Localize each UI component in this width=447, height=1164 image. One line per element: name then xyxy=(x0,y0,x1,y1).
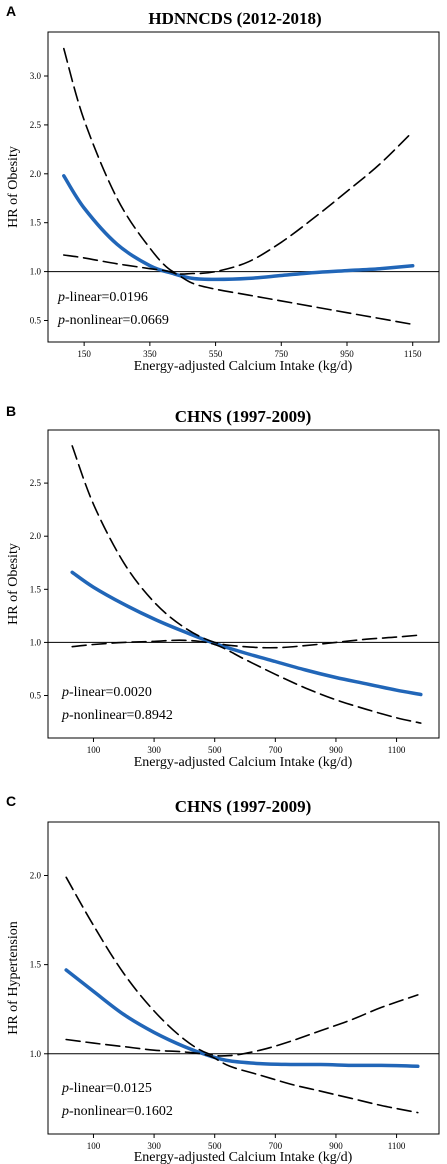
panel-letter: C xyxy=(6,793,16,809)
plot-frame xyxy=(47,31,440,343)
x-tick-label: 100 xyxy=(87,1141,101,1151)
y-tick-label: 2.0 xyxy=(30,870,42,880)
panel-letter: A xyxy=(6,3,16,19)
estimate-line xyxy=(62,174,415,282)
x-tick-label: 300 xyxy=(147,745,161,755)
p-nonlinear-value: -nonlinear=0.8942 xyxy=(69,708,173,723)
x-tick-label: 550 xyxy=(209,349,223,359)
x-tick-label: 750 xyxy=(275,349,289,359)
p-symbol: p xyxy=(61,1081,69,1096)
estimate-line xyxy=(70,570,423,697)
x-tick-label: 700 xyxy=(269,745,283,755)
panel-letter: B xyxy=(6,403,16,419)
p-nonlinear-value: -nonlinear=0.0669 xyxy=(65,313,169,328)
y-tick-label: 0.5 xyxy=(30,691,42,701)
estimate-line xyxy=(64,968,420,1069)
y-tick-label: 1.0 xyxy=(30,637,42,647)
x-tick-label: 500 xyxy=(208,745,222,755)
p-linear-annotation: p-linear=0.0196 xyxy=(57,290,148,305)
y-tick-label: 0.5 xyxy=(30,315,42,325)
y-tick-label: 2.0 xyxy=(30,169,42,179)
p-linear-annotation: p-linear=0.0020 xyxy=(61,685,152,700)
upper-ci-line xyxy=(71,445,422,649)
y-tick-label: 1.0 xyxy=(30,267,42,277)
x-tick-label: 100 xyxy=(87,745,101,755)
x-tick-label: 500 xyxy=(208,1141,222,1151)
x-tick-label: 150 xyxy=(77,349,91,359)
y-tick-label: 2.5 xyxy=(30,120,42,130)
p-nonlinear-annotation: p-nonlinear=0.1602 xyxy=(61,1104,173,1119)
p-nonlinear-annotation: p-nonlinear=0.0669 xyxy=(57,313,169,328)
p-nonlinear-annotation: p-nonlinear=0.8942 xyxy=(61,708,173,723)
upper-ci-line xyxy=(65,876,419,1057)
panel-c: C CHNS (1997-2009) 100 300 500 700 900 1100 1.… xyxy=(6,793,440,1164)
y-tick-label: 1.5 xyxy=(30,218,42,228)
chart-title: HDNNCDS (2012-2018) xyxy=(148,9,321,28)
y-tick-label: 1.5 xyxy=(30,584,42,594)
chart-title: CHNS (1997-2009) xyxy=(175,407,311,426)
p-symbol: p xyxy=(61,685,69,700)
y-tick-label: 3.0 xyxy=(30,71,42,81)
p-symbol: p xyxy=(61,708,69,723)
y-tick-label: 2.0 xyxy=(30,531,42,541)
lower-ci-line xyxy=(65,1038,419,1114)
p-linear-value: -linear=0.0020 xyxy=(69,685,152,700)
x-axis-label: Energy-adjusted Calcium Intake (kg/d) xyxy=(134,359,353,374)
plot-frame xyxy=(47,821,440,1135)
p-linear-annotation: p-linear=0.0125 xyxy=(61,1081,152,1096)
panel-b: B CHNS (1997-2009) 100 300 500 700 900 1100 0.… xyxy=(6,403,440,770)
y-axis-label: HR of Hypertension xyxy=(6,921,21,1035)
y-tick-label: 1.0 xyxy=(30,1049,42,1059)
x-tick-label: 1100 xyxy=(388,1141,406,1151)
x-axis-label: Energy-adjusted Calcium Intake (kg/d) xyxy=(134,1150,353,1164)
p-symbol: p xyxy=(61,1104,69,1119)
lower-ci-line xyxy=(71,639,422,724)
p-nonlinear-value: -nonlinear=0.1602 xyxy=(69,1104,173,1119)
y-axis-label: HR of Obesity xyxy=(6,146,21,228)
y-tick-label: 2.5 xyxy=(30,478,42,488)
x-tick-label: 950 xyxy=(340,349,354,359)
x-tick-label: 700 xyxy=(269,1141,283,1151)
upper-ci-line xyxy=(63,47,414,275)
y-tick-label: 1.5 xyxy=(30,960,42,970)
x-axis-label: Energy-adjusted Calcium Intake (kg/d) xyxy=(134,755,353,770)
x-tick-label: 900 xyxy=(329,745,343,755)
x-tick-label: 350 xyxy=(143,349,157,359)
p-symbol: p xyxy=(57,313,65,328)
panel-a: A HDNNCDS (2012-2018) 150 350 550 750 950 115… xyxy=(6,3,440,374)
lower-ci-line xyxy=(63,254,414,326)
chart-title: CHNS (1997-2009) xyxy=(175,797,311,816)
x-tick-label: 1150 xyxy=(404,349,422,359)
y-axis-label: HR of Obesity xyxy=(6,543,21,625)
p-linear-value: -linear=0.0196 xyxy=(65,290,148,305)
plot-frame xyxy=(47,429,440,739)
p-linear-value: -linear=0.0125 xyxy=(69,1081,152,1096)
x-tick-label: 900 xyxy=(329,1141,343,1151)
p-symbol: p xyxy=(57,290,65,305)
x-tick-label: 1100 xyxy=(388,745,406,755)
x-tick-label: 300 xyxy=(147,1141,161,1151)
